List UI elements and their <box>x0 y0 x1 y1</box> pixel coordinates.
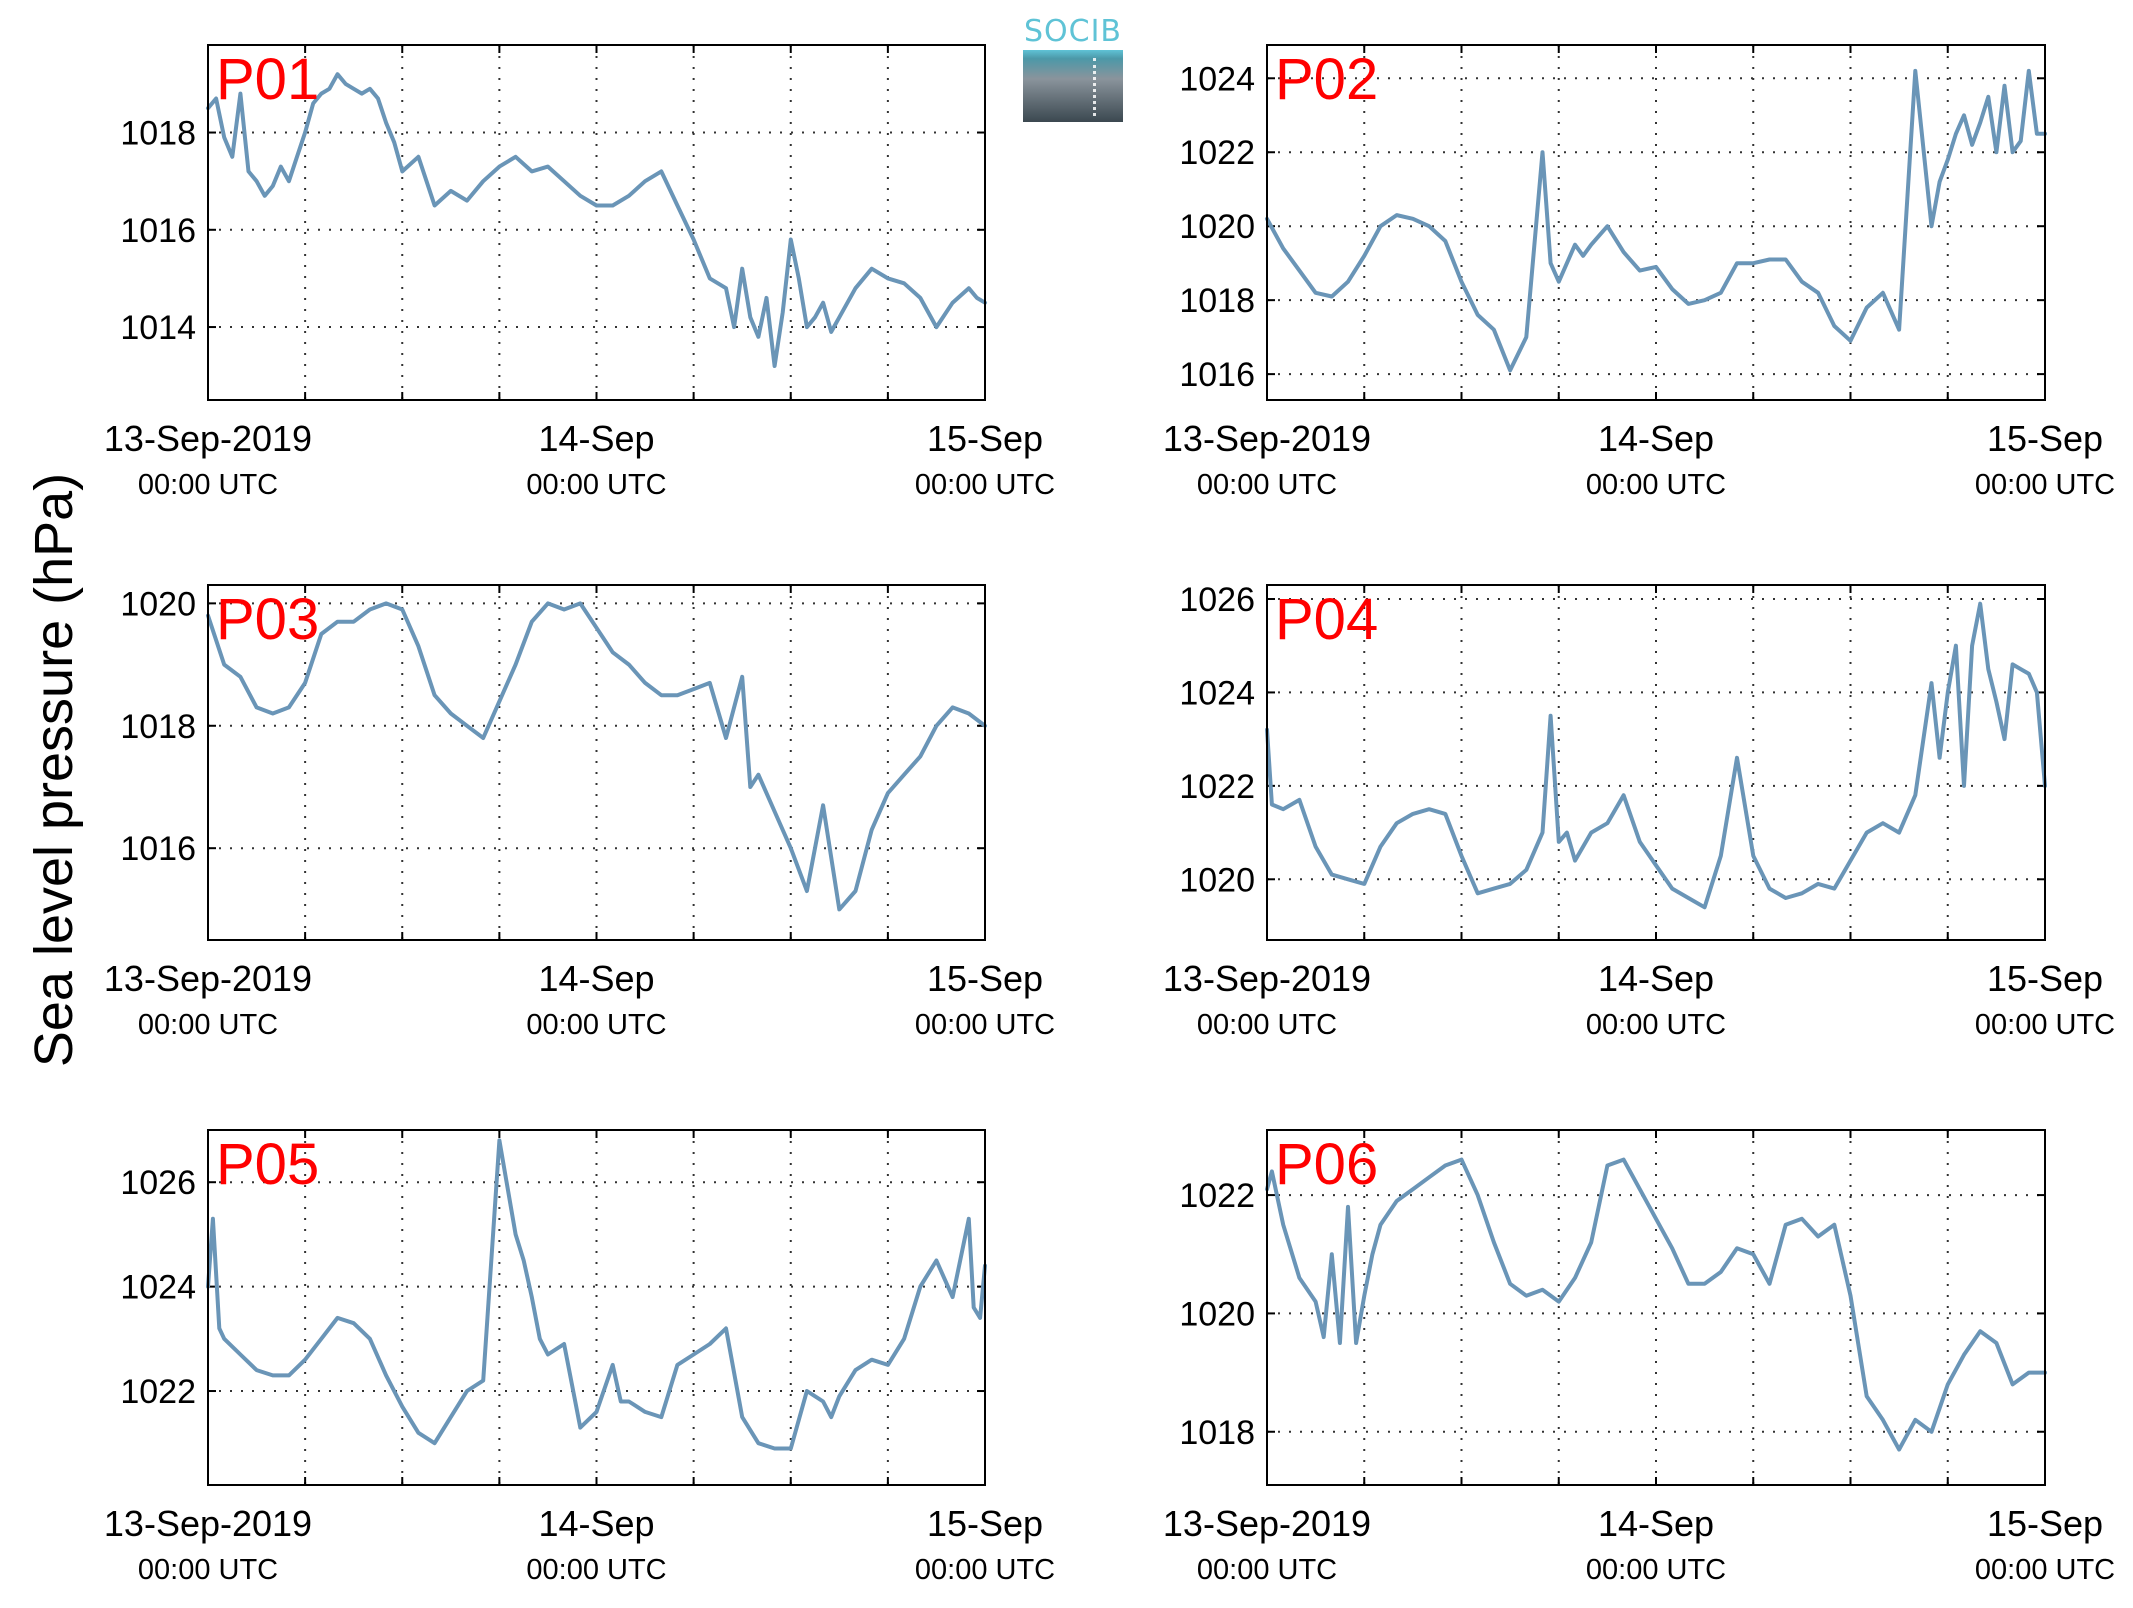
x-tick-label-time: 00:00 UTC <box>526 469 666 501</box>
plot-frame <box>1266 584 2046 941</box>
logo-text: SOCIB <box>1023 14 1123 49</box>
x-tick-label-date: 14-Sep <box>538 1503 654 1544</box>
y-tick-label: 1022 <box>1179 768 1255 806</box>
x-tick-label-date: 15-Sep <box>1987 1503 2103 1544</box>
x-tick-label-time: 00:00 UTC <box>915 1554 1055 1586</box>
x-tick-label-date: 15-Sep <box>927 1503 1043 1544</box>
x-tick-label-time: 00:00 UTC <box>1975 1009 2115 1041</box>
y-tick-label: 1018 <box>1179 282 1255 320</box>
y-tick-label: 1026 <box>1179 581 1255 619</box>
x-tick-label-date: 15-Sep <box>1987 418 2103 459</box>
x-tick-label-time: 00:00 UTC <box>1586 1554 1726 1586</box>
x-tick-label-time: 00:00 UTC <box>915 1009 1055 1041</box>
x-tick-label-date: 15-Sep <box>927 958 1043 999</box>
panel-label: P01 <box>216 47 319 112</box>
pressure-series-line <box>1265 601 2047 910</box>
y-tick-label: 1020 <box>1179 861 1255 899</box>
x-tick-label-time: 00:00 UTC <box>526 1554 666 1586</box>
y-tick-label: 1020 <box>1179 208 1255 246</box>
panel-label: P05 <box>216 1132 319 1197</box>
x-tick-label-date: 14-Sep <box>1598 958 1714 999</box>
pressure-series-line <box>1265 68 2047 373</box>
x-tick-label-time: 00:00 UTC <box>1197 1009 1337 1041</box>
x-tick-label-date: 13-Sep-2019 <box>104 418 312 459</box>
panel-label: P02 <box>1275 47 1378 112</box>
chart-panels: 1014 1016 1018 13-Sep-2019 00:00 UTC 14-Sep 00… <box>104 44 2115 1586</box>
x-tick-label-time: 00:00 UTC <box>1586 469 1726 501</box>
socib-logo: SOCIB <box>1023 14 1123 122</box>
x-tick-label-time: 00:00 UTC <box>1197 1554 1337 1586</box>
y-tick-label: 1018 <box>120 115 196 153</box>
panel-label: P03 <box>216 587 319 652</box>
y-tick-label: 1022 <box>1179 1177 1255 1215</box>
panel-label: P06 <box>1275 1132 1378 1197</box>
plot-frame <box>1266 1129 2046 1486</box>
y-tick-label: 1024 <box>120 1269 196 1307</box>
pressure-series-line <box>206 72 987 368</box>
plot-frame <box>1266 44 2046 401</box>
y-axis-label: Sea level pressure (hPa) <box>24 473 84 1067</box>
chart-panel-p04: 1020 1022 1024 1026 13-Sep-2019 00:00 UTC 14-S… <box>1163 581 2115 1041</box>
y-tick-label: 1018 <box>120 708 196 746</box>
x-tick-label-time: 00:00 UTC <box>138 1009 278 1041</box>
x-tick-label-time: 00:00 UTC <box>1197 469 1337 501</box>
x-tick-label-date: 14-Sep <box>538 958 654 999</box>
logo-graphic <box>1023 50 1123 122</box>
y-tick-label: 1026 <box>120 1164 196 1202</box>
logo-dots <box>1093 58 1096 116</box>
pressure-series-line <box>1265 1157 2047 1452</box>
plot-frame <box>207 584 986 941</box>
x-tick-label-date: 14-Sep <box>1598 1503 1714 1544</box>
pressure-series-line <box>206 601 987 912</box>
y-tick-label: 1016 <box>120 830 196 868</box>
x-tick-label-date: 13-Sep-2019 <box>1163 1503 1371 1544</box>
plot-frame <box>207 1129 986 1486</box>
chart-panel-p05: 1022 1024 1026 13-Sep-2019 00:00 UTC 14-Sep 00… <box>104 1129 1055 1586</box>
pressure-series-line <box>206 1138 987 1451</box>
x-tick-label-date: 13-Sep-2019 <box>104 1503 312 1544</box>
x-tick-label-date: 13-Sep-2019 <box>1163 418 1371 459</box>
plot-frame <box>207 44 986 401</box>
x-tick-label-time: 00:00 UTC <box>1975 469 2115 501</box>
y-tick-label: 1022 <box>120 1373 196 1411</box>
x-tick-label-date: 13-Sep-2019 <box>104 958 312 999</box>
x-tick-label-time: 00:00 UTC <box>138 469 278 501</box>
y-tick-label: 1024 <box>1179 674 1255 712</box>
chart-panel-p06: 1018 1020 1022 13-Sep-2019 00:00 UTC 14-Sep 00… <box>1163 1129 2115 1586</box>
x-tick-label-time: 00:00 UTC <box>1975 1554 2115 1586</box>
x-tick-label-date: 14-Sep <box>1598 418 1714 459</box>
y-tick-label: 1022 <box>1179 134 1255 172</box>
y-tick-label: 1018 <box>1179 1414 1255 1452</box>
chart-panel-p02: 1016 1018 1020 1022 1024 13-Sep-2019 00:00 UTC… <box>1163 44 2115 501</box>
y-tick-label: 1020 <box>120 585 196 623</box>
x-tick-label-date: 13-Sep-2019 <box>1163 958 1371 999</box>
x-tick-label-time: 00:00 UTC <box>915 469 1055 501</box>
y-tick-label: 1020 <box>1179 1295 1255 1333</box>
x-tick-label-time: 00:00 UTC <box>1586 1009 1726 1041</box>
panel-label: P04 <box>1275 587 1378 652</box>
x-tick-label-time: 00:00 UTC <box>526 1009 666 1041</box>
chart-panel-p01: 1014 1016 1018 13-Sep-2019 00:00 UTC 14-Sep 00… <box>104 44 1055 501</box>
chart-panel-p03: 1016 1018 1020 13-Sep-2019 00:00 UTC 14-Sep 00… <box>104 584 1055 1041</box>
x-tick-label-date: 15-Sep <box>927 418 1043 459</box>
y-tick-label: 1016 <box>120 212 196 250</box>
y-tick-label: 1016 <box>1179 356 1255 394</box>
y-tick-label: 1014 <box>120 309 196 347</box>
x-tick-label-date: 15-Sep <box>1987 958 2103 999</box>
x-tick-label-date: 14-Sep <box>538 418 654 459</box>
x-tick-label-time: 00:00 UTC <box>138 1554 278 1586</box>
y-tick-label: 1024 <box>1179 60 1255 98</box>
